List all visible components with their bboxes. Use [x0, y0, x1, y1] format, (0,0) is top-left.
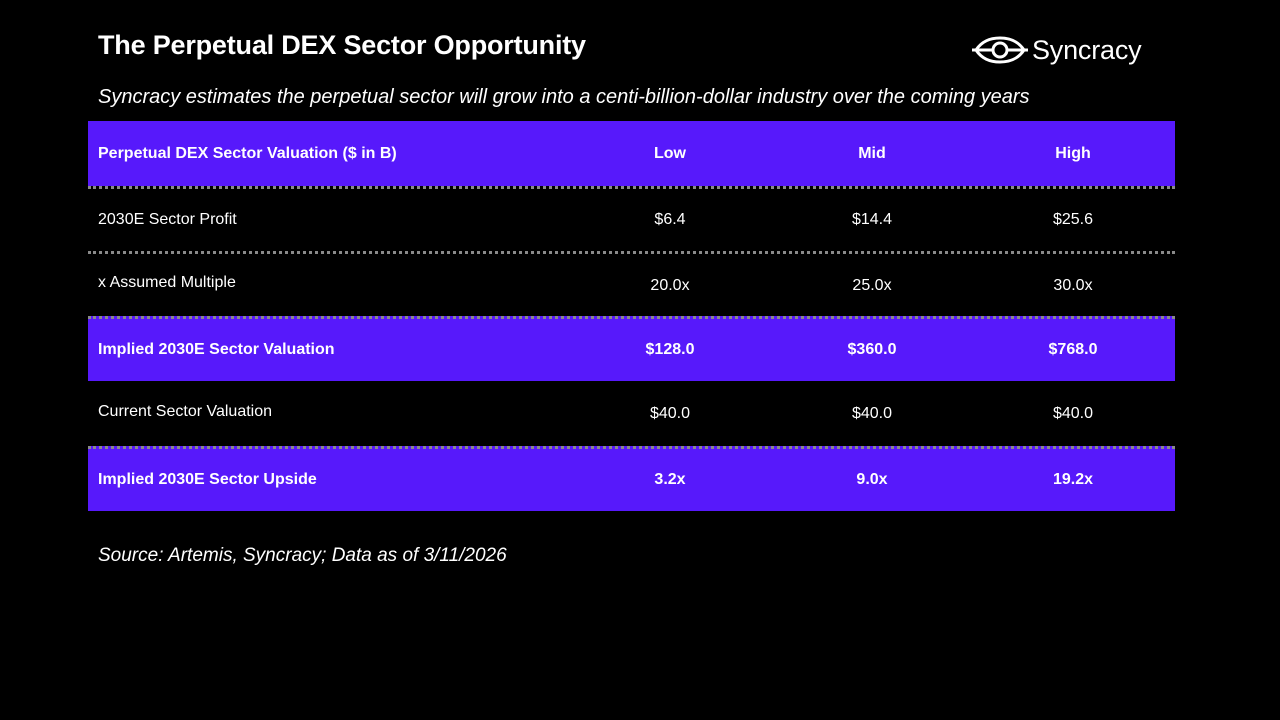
column-header-mid: Mid [858, 144, 886, 162]
value-low: $40.0 [649, 404, 691, 422]
table-row-sector-profit: 2030E Sector Profit $6.4 $14.4 $25.6 [88, 186, 1175, 251]
source-note: Source: Artemis, Syncracy; Data as of 3/… [98, 545, 507, 566]
value-high: 30.0x [1053, 277, 1093, 294]
value-high: $768.0 [1048, 341, 1098, 358]
row-label: Implied 2030E Sector Valuation [98, 341, 335, 358]
brand-name: Syncracy [1032, 34, 1142, 65]
value-mid: $360.0 [847, 341, 897, 358]
row-label: x Assumed Multiple [98, 274, 236, 291]
row-label: 2030E Sector Profit [98, 211, 237, 228]
table-row-assumed-multiple: x Assumed Multiple 20.0x 25.0x 30.0x [88, 251, 1175, 316]
value-low: $6.4 [654, 211, 686, 228]
value-high: $40.0 [1052, 404, 1094, 422]
row-label: Current Sector Valuation [98, 402, 273, 420]
page-title: The Perpetual DEX Sector Opportunity [98, 30, 586, 60]
valuation-table: Perpetual DEX Sector Valuation ($ in B) … [88, 121, 1175, 511]
value-mid: 9.0x [856, 471, 888, 488]
column-header-high: High [1055, 144, 1091, 162]
value-low: 3.2x [654, 471, 686, 488]
value-mid: 25.0x [852, 277, 892, 294]
table-row-implied-upside: Implied 2030E Sector Upside 3.2x 9.0x 19… [88, 446, 1175, 511]
value-low: $128.0 [645, 341, 695, 358]
value-mid: $14.4 [851, 211, 893, 228]
value-low: 20.0x [650, 277, 690, 294]
page-subtitle: Syncracy estimates the perpetual sector … [98, 86, 1030, 108]
table-row-current-valuation: Current Sector Valuation $40.0 $40.0 $40… [88, 381, 1175, 446]
table-row-implied-valuation: Implied 2030E Sector Valuation $128.0 $3… [88, 316, 1175, 381]
value-high: 19.2x [1052, 471, 1094, 488]
row-label: Implied 2030E Sector Upside [98, 471, 317, 488]
table-header-label: Perpetual DEX Sector Valuation ($ in B) [98, 144, 397, 162]
value-mid: $40.0 [851, 404, 893, 422]
column-header-low: Low [654, 144, 686, 162]
value-high: $25.6 [1052, 211, 1094, 228]
table-header-row: Perpetual DEX Sector Valuation ($ in B) … [88, 121, 1175, 186]
syncracy-logo-icon [972, 36, 1028, 64]
brand-logo: Syncracy [972, 30, 1142, 70]
